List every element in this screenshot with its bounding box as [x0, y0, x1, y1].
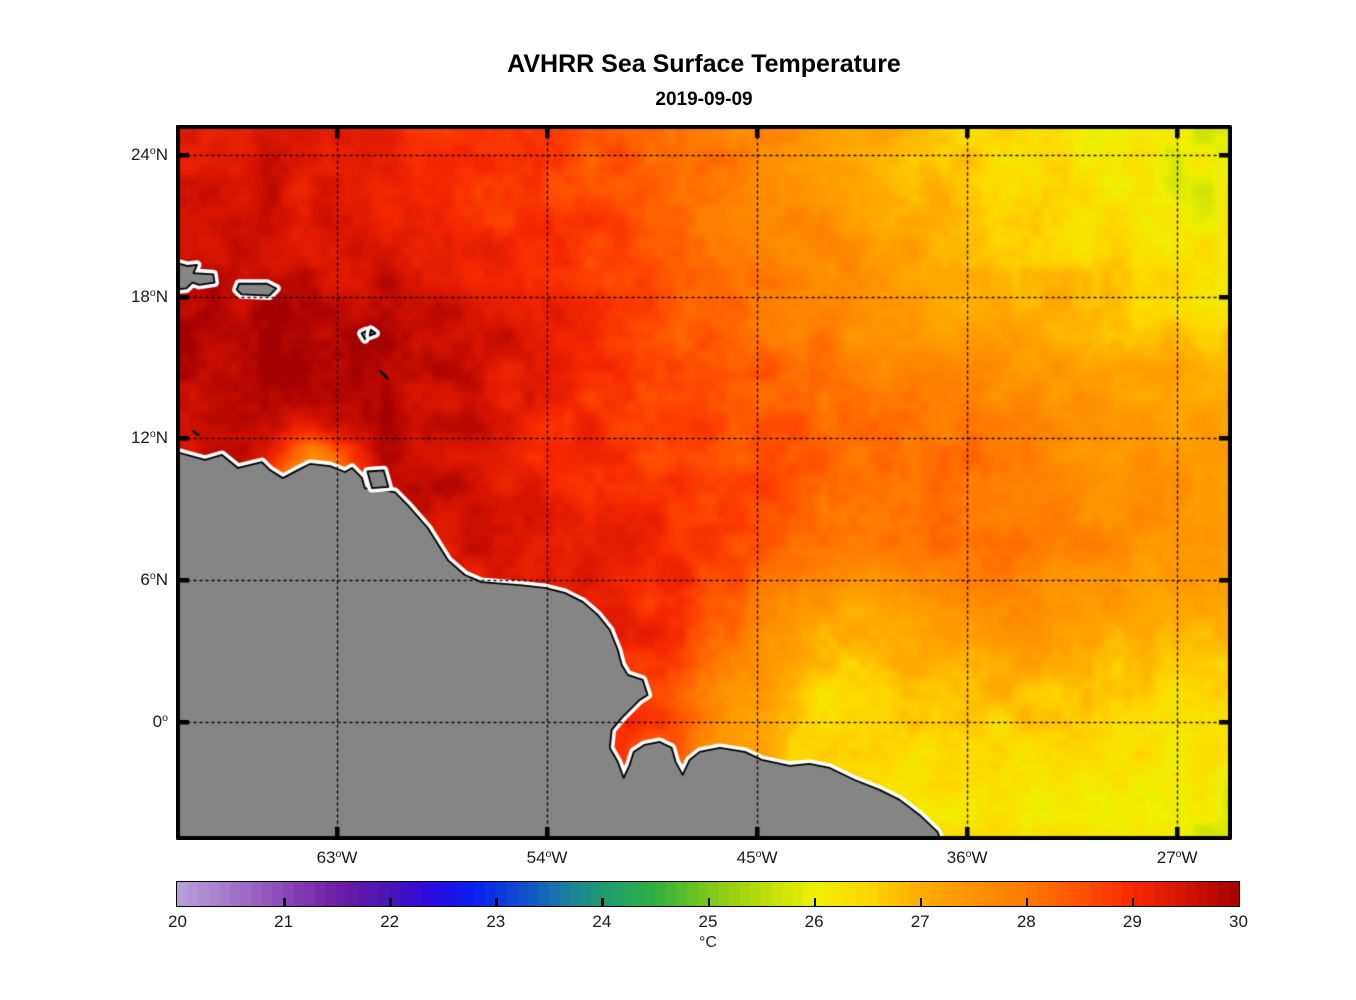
colorbar-tick-label: 30	[1229, 912, 1248, 931]
degree-symbol: o	[149, 145, 156, 158]
degree-symbol: o	[1175, 848, 1182, 861]
colorbar-tick	[813, 898, 817, 906]
y-tick-label: 18oN	[130, 286, 168, 306]
degree-symbol: o	[162, 712, 168, 725]
map-plot	[176, 125, 1232, 840]
degree-symbol: o	[149, 286, 156, 299]
degree-symbol: o	[965, 848, 972, 861]
colorbar-tick	[283, 898, 286, 906]
colorbar-tick-label: 23	[486, 912, 506, 931]
colorbar	[176, 881, 1240, 907]
colorbar-tick-label: 29	[1122, 912, 1142, 931]
degree-symbol: o	[755, 848, 762, 861]
colorbar-tick-label: 28	[1016, 912, 1036, 931]
colorbar-tick-label: 20	[168, 912, 187, 931]
y-tick-label: 6oN	[140, 570, 168, 590]
colorbar-tick-label: 25	[698, 912, 718, 931]
colorbar-tick	[1131, 898, 1135, 906]
degree-symbol: o	[545, 848, 552, 861]
colorbar-tick-label: 24	[592, 912, 612, 931]
figure-subtitle: 2019-09-09	[655, 89, 753, 110]
colorbar-tick	[495, 898, 498, 906]
colorbar-tick-label: 27	[910, 912, 930, 931]
degree-symbol: o	[149, 428, 156, 441]
figure-title: AVHRR Sea Surface Temperature	[507, 50, 901, 78]
x-tick-label: 63oW	[316, 848, 358, 867]
colorbar-tick	[919, 898, 923, 906]
x-tick-label: 54oW	[526, 848, 568, 867]
y-tick-label: 24oN	[130, 144, 168, 164]
colorbar-tick-label: 21	[274, 912, 294, 931]
colorbar-unit-label: °C	[699, 934, 717, 951]
x-tick-label: 45oW	[736, 848, 778, 867]
degree-symbol: o	[149, 570, 156, 583]
colorbar-tick	[1025, 898, 1029, 906]
colorbar-tick-label: 22	[380, 912, 400, 931]
colorbar-tick	[389, 898, 392, 906]
x-tick-label: 36oW	[946, 848, 988, 867]
y-tick-label: 12oN	[130, 428, 168, 448]
sst-map-canvas	[176, 125, 1232, 840]
colorbar-tick	[707, 898, 710, 906]
colorbar-tick	[601, 898, 604, 906]
x-tick-label: 27oW	[1156, 848, 1198, 867]
y-tick-label: 0o	[152, 711, 168, 731]
degree-symbol: o	[335, 848, 342, 861]
colorbar-tick-label: 26	[804, 912, 824, 931]
